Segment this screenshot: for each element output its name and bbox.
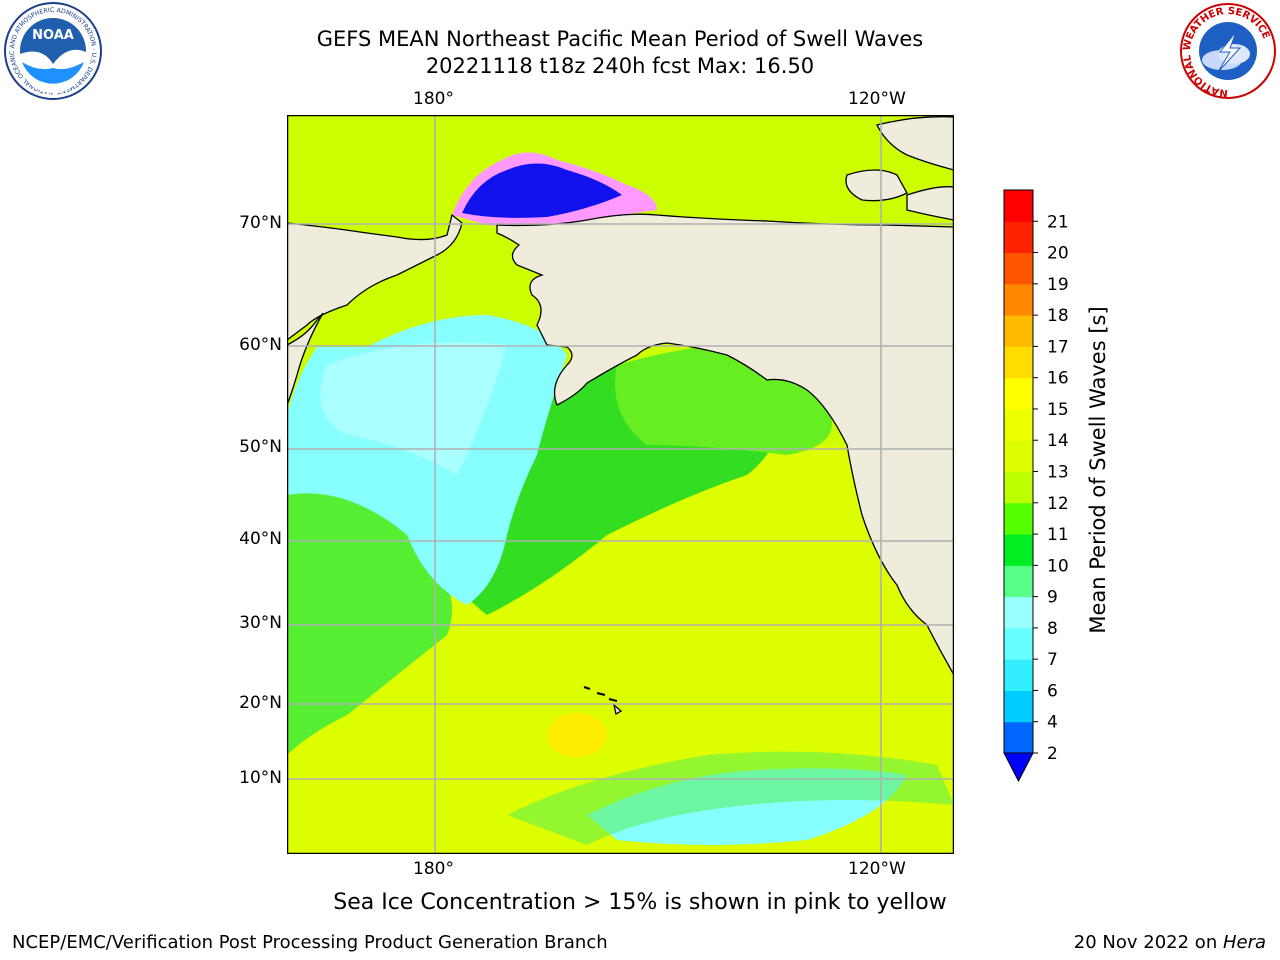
colorbar-segment — [1004, 440, 1033, 472]
footer-date-text: 20 Nov 2022 on — [1073, 932, 1223, 953]
colorbar-tick-label: 11 — [1047, 525, 1069, 545]
land-arctic-island-east — [906, 186, 954, 221]
swell-zone-tropical-green — [507, 751, 954, 845]
colorbar-segment — [1004, 471, 1033, 504]
noaa-logo-text: NOAA — [32, 28, 74, 43]
colorbar-tick-label: 4 — [1047, 713, 1058, 733]
land-hawaii-maui — [608, 698, 618, 702]
lat-label-60n: 60°N — [239, 335, 282, 355]
colorbar-segment — [1004, 283, 1033, 316]
colorbar-svg: 2 4 6 7 8 9 10 11 12 13 14 15 16 17 18 19 20 21 — [1003, 189, 1069, 783]
colorbar-tick-label: 19 — [1047, 275, 1069, 295]
bottom-lon-label-120w: 120°W — [848, 859, 906, 879]
map-panel[interactable] — [286, 114, 955, 855]
map-subtitle: 20221118 t18z 240h fcst Max: 16.50 — [425, 54, 815, 78]
map-border — [286, 114, 955, 855]
colorbar-tick-label: 20 — [1047, 244, 1069, 264]
colorbar-segment — [1004, 502, 1033, 535]
colorbar-segment — [1004, 627, 1033, 660]
colorbar-segment — [1004, 408, 1033, 441]
land-hawaii-kauai — [583, 686, 591, 690]
footer-credit: NCEP/EMC/Verification Post Processing Pr… — [12, 932, 608, 953]
swell-zone-max — [547, 713, 607, 757]
colorbar-tick-label: 18 — [1047, 306, 1069, 326]
land-kamchatka — [287, 312, 324, 406]
top-lon-label-180: 180° — [413, 89, 454, 109]
map-title: GEFS MEAN Northeast Pacific Mean Period … — [316, 27, 924, 51]
colorbar-title: Mean Period of Swell Waves [s] — [1086, 306, 1110, 634]
land-hawaii-big-island — [612, 703, 623, 716]
land-alaska-canada — [496, 213, 954, 677]
swell-zone-8-9 — [320, 342, 507, 475]
colorbar-tick-label: 7 — [1047, 650, 1058, 670]
lat-label-10n: 10°N — [239, 768, 282, 788]
colorbar-segment — [1004, 690, 1033, 723]
colorbar-segment — [1004, 190, 1033, 222]
colorbar-extend-triangle — [1003, 752, 1034, 783]
nws-logo: NATIONAL WEATHER SERVICE — [1178, 2, 1278, 106]
map-gridlines — [287, 115, 954, 854]
colorbar-segment — [1004, 315, 1033, 347]
colorbar-tick-label: 6 — [1047, 681, 1058, 701]
top-lon-label-120w: 120°W — [848, 89, 906, 109]
footer-host: Hera — [1222, 932, 1266, 953]
lat-label-70n: 70°N — [239, 213, 282, 233]
swell-zone-10-11 — [287, 445, 452, 755]
lat-label-50n: 50°N — [239, 437, 282, 457]
colorbar-tick-label: 13 — [1047, 463, 1069, 483]
noaa-logo: NATIONAL OCEANIC AND ATMOSPHERIC ADMINIS… — [0, 0, 104, 106]
colorbar-tick-label: 14 — [1047, 431, 1069, 451]
colorbar-segment — [1004, 534, 1033, 566]
colorbar-segment — [1004, 252, 1033, 285]
bottom-lon-label-180: 180° — [413, 859, 454, 879]
colorbar-tick-label: 9 — [1047, 588, 1058, 608]
colorbar-segment — [1004, 377, 1033, 410]
colorbar-segment — [1004, 721, 1033, 754]
land-arctic-island-north — [876, 116, 954, 171]
colorbar-tick-label: 12 — [1047, 494, 1069, 514]
land-hawaii-oahu — [596, 692, 606, 696]
colorbar-segment — [1004, 659, 1033, 691]
colorbar-tick-label: 8 — [1047, 619, 1058, 639]
colorbar-tick-label: 10 — [1047, 556, 1069, 576]
land-arctic-island — [845, 169, 908, 202]
colorbar-tick-label: 16 — [1047, 369, 1069, 389]
colorbar-tick-label: 21 — [1047, 212, 1069, 232]
land-chukotka — [287, 213, 463, 341]
lat-label-20n: 20°N — [239, 693, 282, 713]
colorbar-segment — [1004, 221, 1033, 254]
lat-label-40n: 40°N — [239, 529, 282, 549]
colorbar-segment — [1004, 596, 1033, 629]
colorbar: 2 4 6 7 8 9 10 11 12 13 14 15 16 17 18 19 20 21 — [1000, 186, 1090, 790]
colorbar-tick-label: 17 — [1047, 337, 1069, 357]
colorbar-segment — [1004, 346, 1033, 379]
colorbar-tick-label: 15 — [1047, 400, 1069, 420]
swell-zone-under-2 — [462, 163, 622, 218]
sea-ice-note: Sea Ice Concentration > 15% is shown in … — [333, 890, 947, 915]
footer-date: 20 Nov 2022 on Hera — [1074, 932, 1266, 953]
lat-label-30n: 30°N — [239, 613, 282, 633]
colorbar-tick-label: 2 — [1047, 744, 1058, 764]
colorbar-segment — [1004, 565, 1033, 598]
